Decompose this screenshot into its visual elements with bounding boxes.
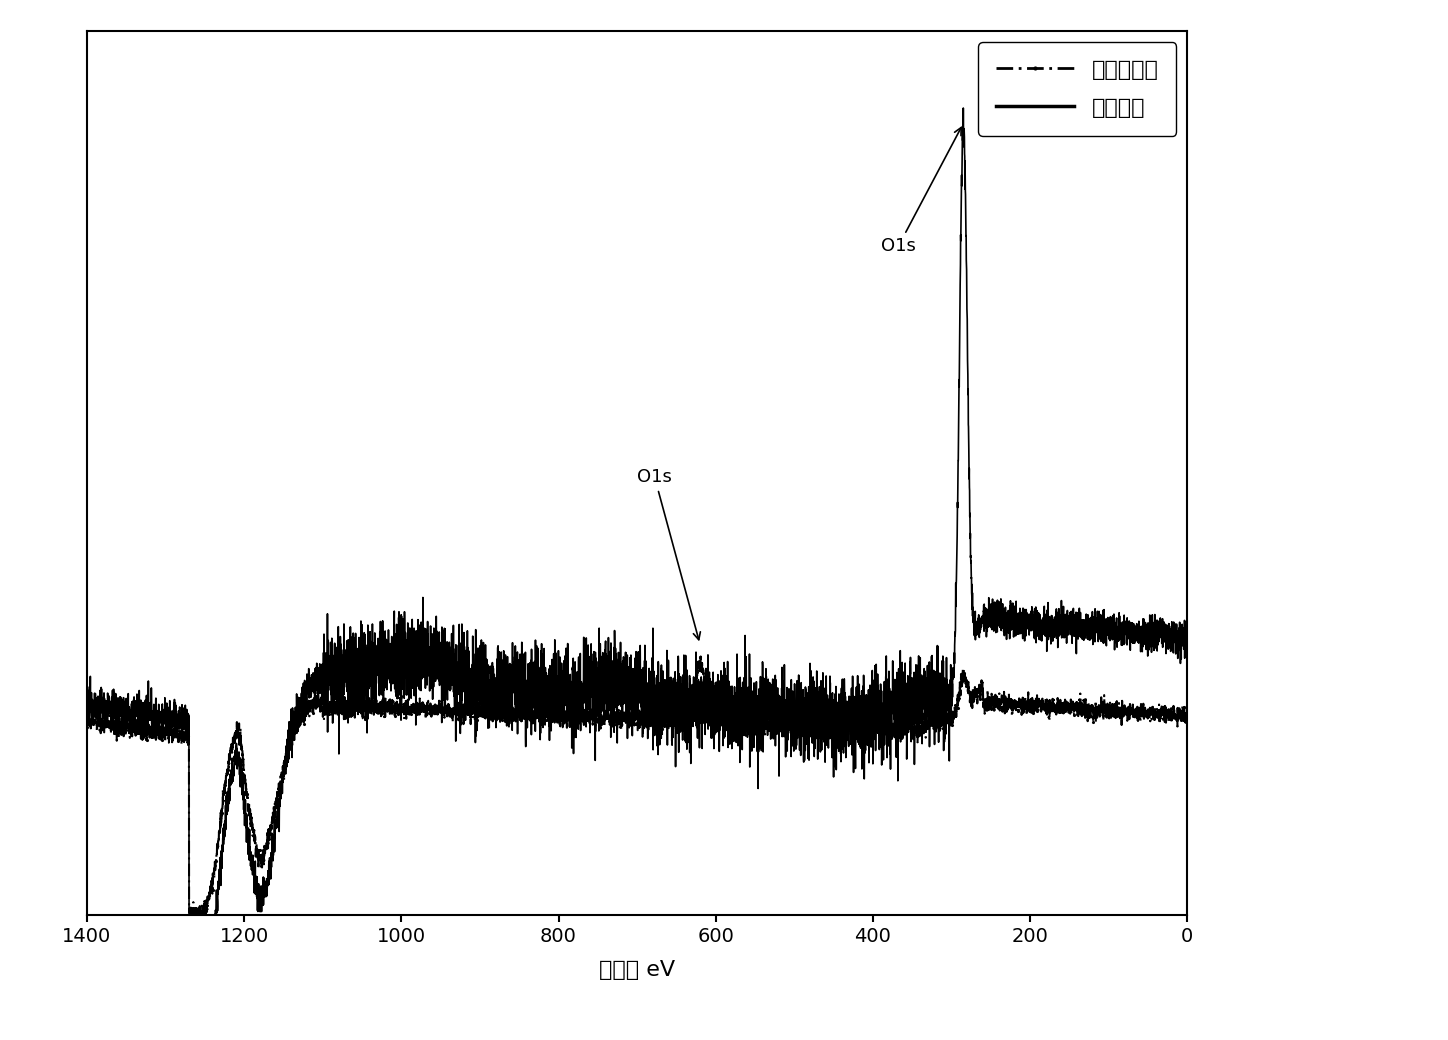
改性样品 (366, 679, 384, 692)
改性样品 (611, 658, 628, 671)
改性样品 (515, 701, 533, 713)
X-axis label: 结合能 eV: 结合能 eV (599, 960, 675, 980)
未改性样品 (611, 711, 628, 724)
改性样品 (182, 995, 200, 1008)
未改性样品 (136, 720, 153, 732)
未改性样品 (188, 916, 206, 929)
未改性样品 (366, 706, 384, 719)
改性样品 (954, 102, 972, 114)
改性样品 (1179, 628, 1196, 641)
未改性样品 (78, 711, 96, 724)
改性样品 (822, 726, 840, 738)
Text: O1s: O1s (880, 128, 961, 256)
未改性样品 (515, 702, 533, 714)
改性样品 (78, 699, 96, 711)
未改性样品 (1179, 705, 1196, 718)
Text: O1s: O1s (637, 468, 701, 640)
Legend: 未改性样品, 改性样品: 未改性样品, 改性样品 (979, 43, 1176, 135)
改性样品 (136, 717, 153, 729)
Line: 未改性样品: 未改性样品 (85, 655, 1189, 925)
未改性样品 (822, 728, 840, 740)
未改性样品 (494, 706, 511, 719)
Line: 改性样品: 改性样品 (87, 108, 1187, 1002)
改性样品 (494, 686, 511, 699)
未改性样品 (692, 650, 710, 662)
